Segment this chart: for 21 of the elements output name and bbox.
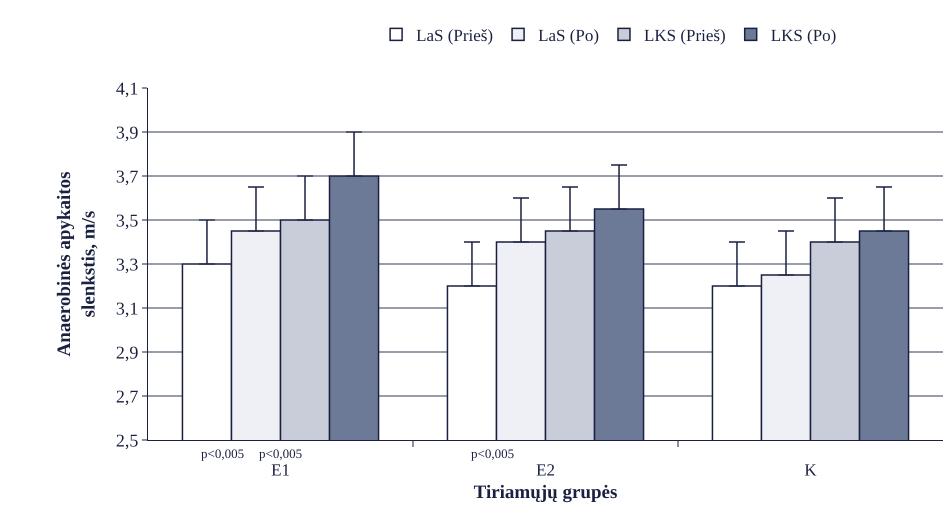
y-tick-label: 3,3 [116,254,138,274]
legend-label: LaS (Po) [538,26,599,45]
x-tick-label: E2 [536,460,555,480]
y-tick-label: 2,9 [116,342,138,362]
text: p<0,005 [471,446,514,461]
y-tick-label: 3,1 [116,298,138,318]
y-tick-label: 2,5 [116,430,138,450]
legend-label: LKS (Prieš) [644,26,726,45]
x-axis-title: Tiriamųjų grupės [474,482,618,504]
text: p<0,005 [259,446,302,461]
y-axis-title: Anaerobinės apykaitos slenkstis, m/s [54,172,100,356]
x-tick-label: K [804,460,818,480]
legend-label: LKS (Po) [770,26,836,45]
y-tick-label: 2,7 [116,386,138,406]
text: p<0,005 [201,446,244,461]
y-tick-label: 3,5 [116,210,138,230]
y-tick-label: 4,1 [116,78,138,98]
y-tick-label: 3,9 [116,122,138,142]
x-tick-label: E1 [271,460,290,480]
legend-label: LaS (Prieš) [416,26,494,45]
y-tick-label: 3,7 [116,166,138,186]
